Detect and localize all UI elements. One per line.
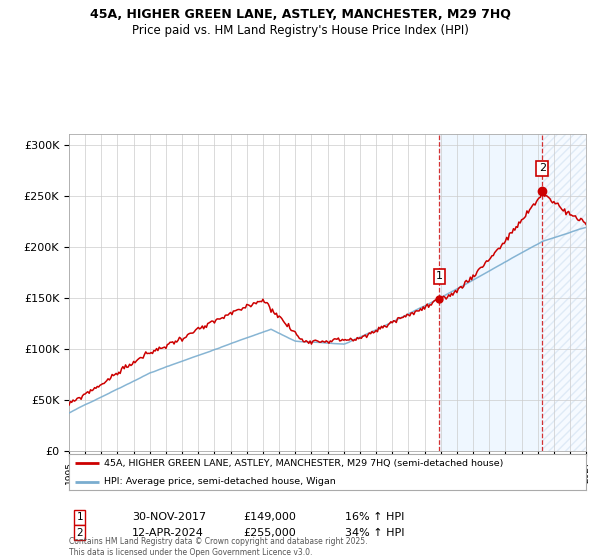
Text: HPI: Average price, semi-detached house, Wigan: HPI: Average price, semi-detached house,…	[104, 477, 336, 486]
Text: 34% ↑ HPI: 34% ↑ HPI	[345, 528, 404, 538]
Text: £149,000: £149,000	[243, 512, 296, 522]
Text: 12-APR-2024: 12-APR-2024	[132, 528, 204, 538]
Text: 45A, HIGHER GREEN LANE, ASTLEY, MANCHESTER, M29 7HQ (semi-detached house): 45A, HIGHER GREEN LANE, ASTLEY, MANCHEST…	[104, 459, 503, 468]
Text: 16% ↑ HPI: 16% ↑ HPI	[345, 512, 404, 522]
Text: 1: 1	[76, 512, 83, 522]
Text: 30-NOV-2017: 30-NOV-2017	[132, 512, 206, 522]
Text: 45A, HIGHER GREEN LANE, ASTLEY, MANCHESTER, M29 7HQ: 45A, HIGHER GREEN LANE, ASTLEY, MANCHEST…	[89, 8, 511, 21]
Text: 2: 2	[539, 163, 546, 173]
Text: 1: 1	[436, 271, 443, 281]
Bar	[439, 134, 542, 451]
Text: Contains HM Land Registry data © Crown copyright and database right 2025.
This d: Contains HM Land Registry data © Crown c…	[69, 537, 367, 557]
Text: £255,000: £255,000	[243, 528, 296, 538]
Text: Price paid vs. HM Land Registry's House Price Index (HPI): Price paid vs. HM Land Registry's House …	[131, 24, 469, 36]
Text: 2: 2	[76, 528, 83, 538]
Bar	[542, 134, 586, 451]
